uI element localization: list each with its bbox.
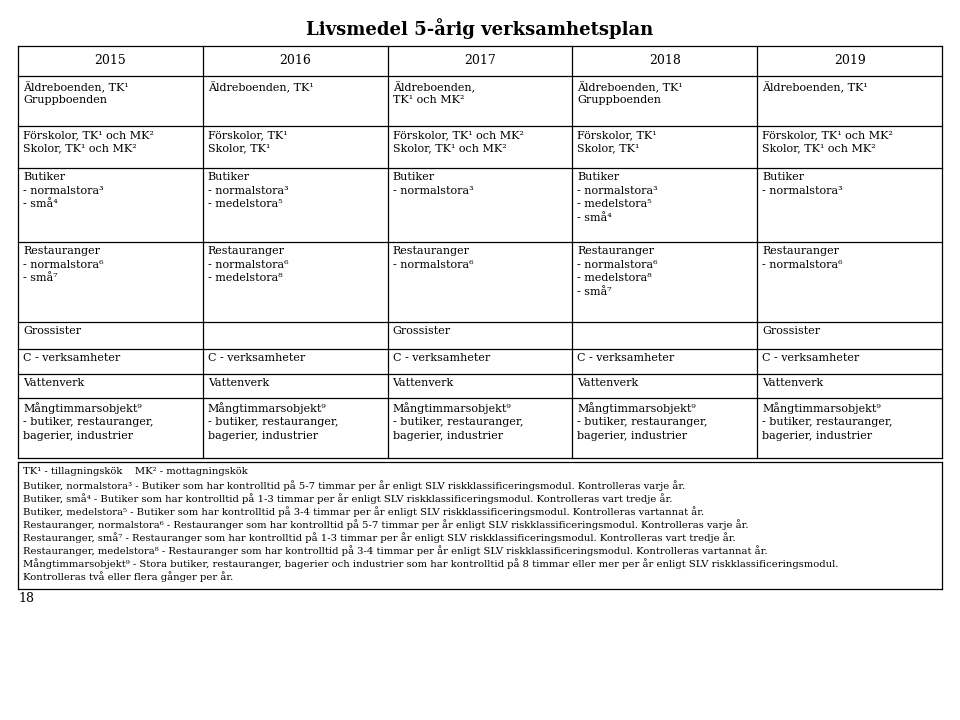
Text: Butiker, normalstora³ - Butiker som har kontrolltid på 5-7 timmar per år enligt : Butiker, normalstora³ - Butiker som har … [23,480,685,491]
Text: Äldreboenden,
TK¹ och MK²: Äldreboenden, TK¹ och MK² [393,80,475,105]
Text: Äldreboenden, TK¹: Äldreboenden, TK¹ [207,80,314,92]
Text: Förskolor, TK¹ och MK²
Skolor, TK¹ och MK²: Förskolor, TK¹ och MK² Skolor, TK¹ och M… [23,130,154,153]
Text: Restauranger, normalstora⁶ - Restauranger som har kontrolltid på 5-7 timmar per : Restauranger, normalstora⁶ - Restaurange… [23,519,749,530]
Text: Mångtimmarsobjekt⁹
- butiker, restauranger,
bagerier, industrier: Mångtimmarsobjekt⁹ - butiker, restaurang… [23,402,154,441]
Text: 2018: 2018 [649,55,681,68]
Text: Vattenverk: Vattenverk [762,378,824,388]
Text: Mångtimmarsobjekt⁹ - Stora butiker, restauranger, bagerier och industrier som ha: Mångtimmarsobjekt⁹ - Stora butiker, rest… [23,558,838,582]
Text: Grossister: Grossister [393,326,451,336]
Text: Restauranger
- normalstora⁶: Restauranger - normalstora⁶ [762,246,843,269]
Text: C - verksamheter: C - verksamheter [207,353,305,363]
Text: Grossister: Grossister [23,326,82,336]
Text: C - verksamheter: C - verksamheter [577,353,675,363]
Text: 18: 18 [18,592,34,605]
Text: Vattenverk: Vattenverk [577,378,638,388]
Text: TK¹ - tillagningskök    MK² - mottagningskök: TK¹ - tillagningskök MK² - mottagningskö… [23,467,248,476]
Text: Mångtimmarsobjekt⁹
- butiker, restauranger,
bagerier, industrier: Mångtimmarsobjekt⁹ - butiker, restaurang… [393,402,523,441]
Text: Förskolor, TK¹
Skolor, TK¹: Förskolor, TK¹ Skolor, TK¹ [577,130,657,153]
Text: Restauranger
- normalstora⁶: Restauranger - normalstora⁶ [393,246,473,269]
Text: Äldreboenden, TK¹
Gruppboenden: Äldreboenden, TK¹ Gruppboenden [577,80,684,105]
Text: Restauranger
- normalstora⁶
- medelstora⁸: Restauranger - normalstora⁶ - medelstora… [207,246,288,283]
Text: C - verksamheter: C - verksamheter [23,353,120,363]
Text: C - verksamheter: C - verksamheter [393,353,490,363]
Text: Restauranger, små⁷ - Restauranger som har kontrolltid på 1-3 timmar per år enlig: Restauranger, små⁷ - Restauranger som ha… [23,532,735,543]
Text: Restauranger
- normalstora⁶
- medelstora⁸
- små⁷: Restauranger - normalstora⁶ - medelstora… [577,246,658,297]
Text: Mångtimmarsobjekt⁹
- butiker, restauranger,
bagerier, industrier: Mångtimmarsobjekt⁹ - butiker, restaurang… [577,402,708,441]
Text: Förskolor, TK¹ och MK²
Skolor, TK¹ och MK²: Förskolor, TK¹ och MK² Skolor, TK¹ och M… [393,130,523,153]
Text: 2016: 2016 [279,55,311,68]
Text: Mångtimmarsobjekt⁹
- butiker, restauranger,
bagerier, industrier: Mångtimmarsobjekt⁹ - butiker, restaurang… [207,402,338,441]
Text: Butiker
- normalstora³: Butiker - normalstora³ [762,172,843,196]
Text: Restauranger, medelstora⁸ - Restauranger som har kontrolltid på 3-4 timmar per å: Restauranger, medelstora⁸ - Restauranger… [23,545,767,556]
Text: Butiker
- normalstora³
- små⁴: Butiker - normalstora³ - små⁴ [23,172,104,210]
Text: 2017: 2017 [464,55,496,68]
Text: Butiker, medelstora⁵ - Butiker som har kontrolltid på 3-4 timmar per år enligt S: Butiker, medelstora⁵ - Butiker som har k… [23,506,704,517]
Text: Grossister: Grossister [762,326,821,336]
Text: Butiker
- normalstora³
- medelstora⁵: Butiker - normalstora³ - medelstora⁵ [207,172,288,210]
Text: Förskolor, TK¹
Skolor, TK¹: Förskolor, TK¹ Skolor, TK¹ [207,130,287,153]
Text: Äldreboenden, TK¹
Gruppboenden: Äldreboenden, TK¹ Gruppboenden [23,80,129,105]
Text: 2019: 2019 [833,55,866,68]
Text: Butiker
- normalstora³
- medelstora⁵
- små⁴: Butiker - normalstora³ - medelstora⁵ - s… [577,172,658,222]
Text: Vattenverk: Vattenverk [393,378,454,388]
Text: Butiker, små⁴ - Butiker som har kontrolltid på 1-3 timmar per år enligt SLV risk: Butiker, små⁴ - Butiker som har kontroll… [23,493,672,504]
Text: Vattenverk: Vattenverk [23,378,84,388]
Text: Restauranger
- normalstora⁶
- små⁷: Restauranger - normalstora⁶ - små⁷ [23,246,104,283]
Text: Butiker
- normalstora³: Butiker - normalstora³ [393,172,473,196]
Text: Äldreboenden, TK¹: Äldreboenden, TK¹ [762,80,868,92]
Text: Förskolor, TK¹ och MK²
Skolor, TK¹ och MK²: Förskolor, TK¹ och MK² Skolor, TK¹ och M… [762,130,893,153]
Text: C - verksamheter: C - verksamheter [762,353,859,363]
Text: Mångtimmarsobjekt⁹
- butiker, restauranger,
bagerier, industrier: Mångtimmarsobjekt⁹ - butiker, restaurang… [762,402,893,441]
Text: 2015: 2015 [94,55,127,68]
Text: Livsmedel 5-årig verksamhetsplan: Livsmedel 5-årig verksamhetsplan [306,18,654,39]
Text: Vattenverk: Vattenverk [207,378,269,388]
